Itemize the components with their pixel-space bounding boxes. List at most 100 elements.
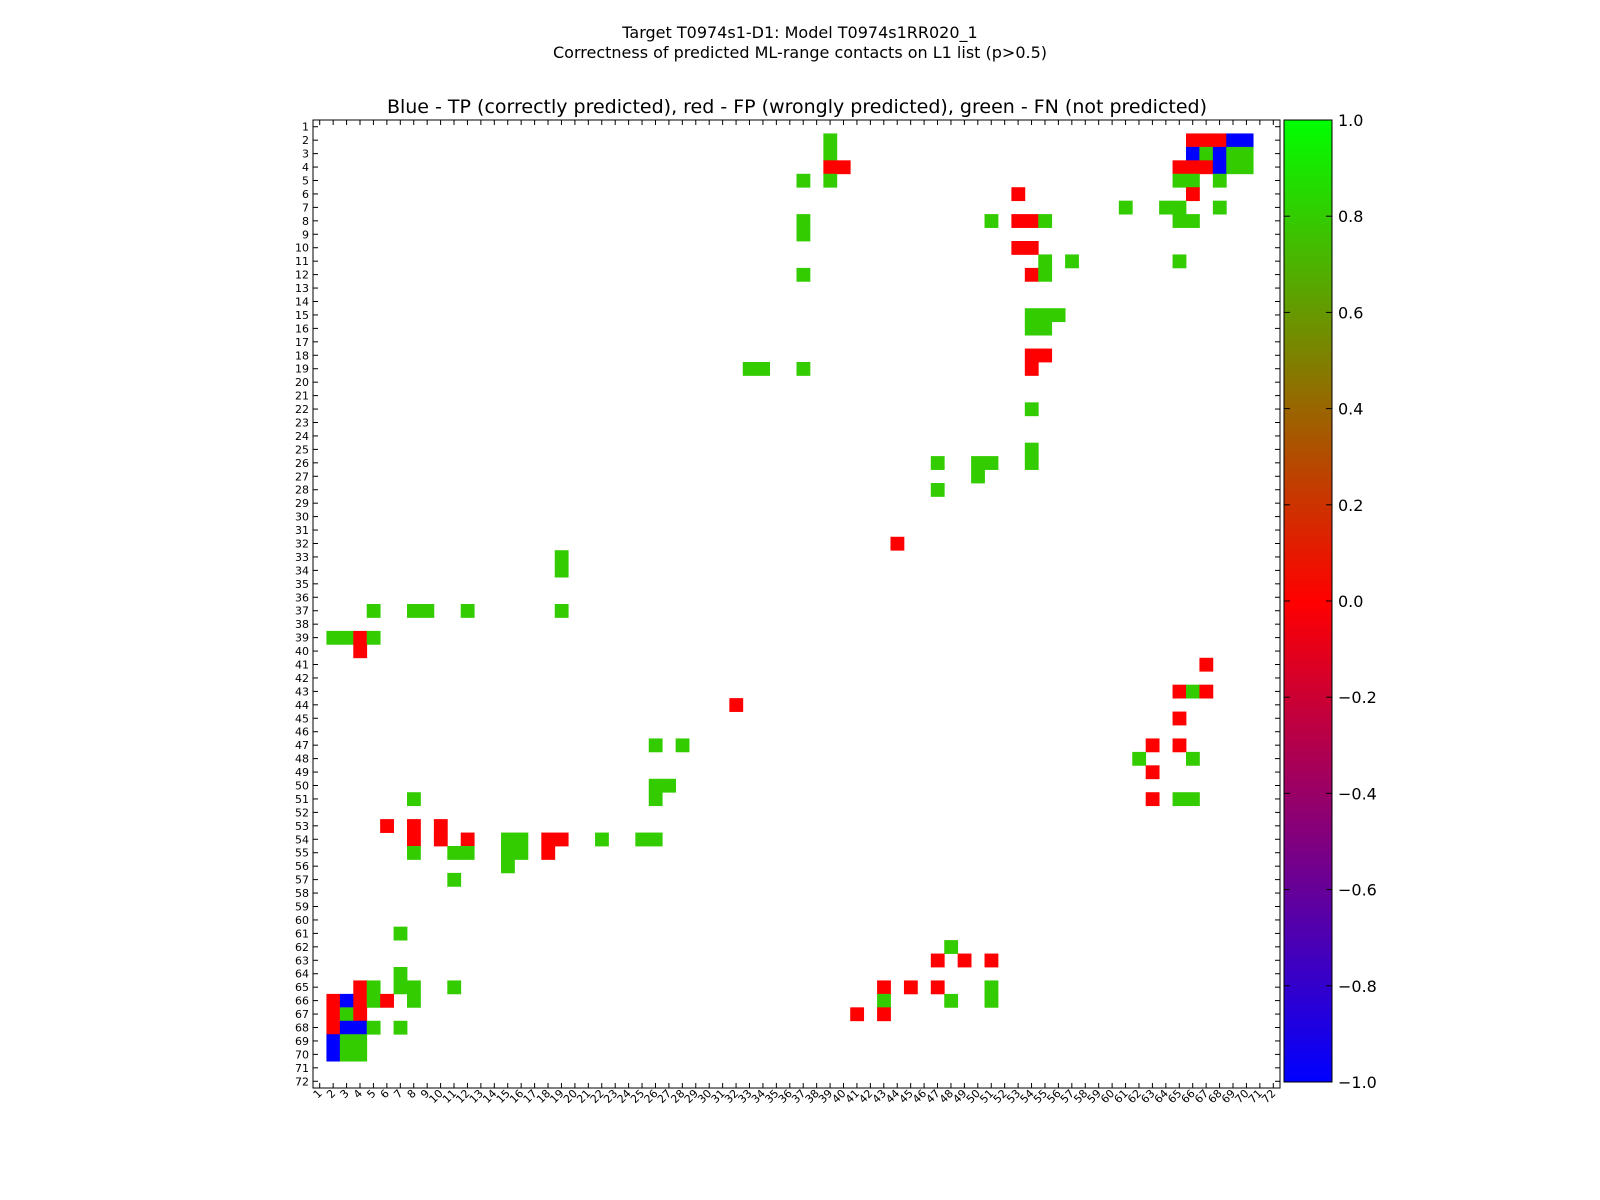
- contact-cell-fn-16-55: [1038, 321, 1053, 336]
- contact-cell-fn-51-66: [1185, 792, 1200, 807]
- contact-cell-fp-53-10: [433, 819, 448, 833]
- contact-cell-fn-26-50: [971, 456, 985, 470]
- contact-cell-fn-3-39: [823, 146, 838, 161]
- y-tick-label: 22: [295, 403, 309, 416]
- contact-cell-fn-69-3: [339, 1034, 354, 1049]
- y-tick-label: 32: [295, 538, 309, 551]
- contact-cell-fp-43-67: [1199, 684, 1214, 699]
- y-tick-label: 1: [302, 121, 309, 134]
- contact-cell-fn-25-54: [1024, 442, 1039, 457]
- y-tick-label: 26: [295, 457, 309, 470]
- contact-cell-fp-4-39: [823, 160, 838, 175]
- contact-cell-fn-70-4: [353, 1047, 368, 1062]
- contact-cell-fp-32-44: [890, 536, 905, 551]
- contact-cell-fn-9-37: [796, 227, 811, 242]
- y-tick-label: 10: [295, 242, 309, 255]
- y-tick-label: 20: [295, 376, 309, 389]
- contact-cell-fn-15-54: [1024, 308, 1039, 323]
- y-tick-label: 9: [302, 228, 309, 241]
- contact-cell-fn-55-15: [501, 846, 515, 860]
- contact-cell-fn-51-8: [407, 792, 421, 807]
- contact-cell-fn-56-15: [501, 859, 515, 874]
- x-tick-label: 5: [364, 1087, 378, 1101]
- contact-cell-fn-37-5: [366, 604, 381, 618]
- contact-cell-fp-68-2: [326, 1020, 341, 1035]
- y-tick-label: 19: [295, 363, 309, 376]
- x-tick-label: 7: [391, 1087, 405, 1101]
- contact-cell-fp-4-66: [1185, 160, 1200, 175]
- y-tick-label: 54: [295, 833, 309, 846]
- y-tick-label: 58: [295, 887, 309, 900]
- contact-cell-fn-11-57: [1065, 254, 1079, 269]
- contact-cell-fn-39-3: [339, 630, 354, 645]
- contact-cell-fp-65-45: [903, 980, 918, 995]
- y-tick-label: 60: [295, 914, 309, 927]
- y-tick-label: 31: [295, 524, 309, 537]
- contact-cell-fn-19-34: [756, 362, 771, 376]
- y-tick-label: 28: [295, 484, 309, 497]
- contact-cell-fn-22-54: [1024, 402, 1039, 417]
- y-tick-label: 44: [295, 699, 309, 712]
- contact-cell-fp-40-4: [353, 644, 368, 659]
- x-tick-label: 72: [1259, 1087, 1278, 1106]
- contact-cell-fn-65-8: [407, 980, 421, 995]
- contact-cell-fn-3-69: [1226, 146, 1241, 161]
- contact-cell-fp-66-6: [380, 993, 394, 1008]
- x-tick-label: 1: [311, 1087, 325, 1101]
- y-tick-label: 5: [302, 175, 309, 188]
- contact-cell-fp-6-53: [1011, 187, 1026, 202]
- contact-cell-fn-2-39: [823, 133, 838, 148]
- contact-cell-fp-51-63: [1145, 792, 1160, 807]
- colorbar-tick-label: 0.8: [1338, 207, 1363, 226]
- y-tick-label: 41: [295, 659, 309, 672]
- contact-cell-tp-68-3: [339, 1020, 354, 1035]
- contact-cell-fn-5-65: [1172, 173, 1187, 188]
- plot-frame: [312, 119, 1281, 1089]
- contact-cell-fp-12-54: [1024, 267, 1039, 282]
- contact-cell-fp-2-66: [1185, 133, 1200, 148]
- contact-cell-tp-2-70: [1239, 133, 1254, 148]
- contact-cell-fn-48-66: [1185, 751, 1200, 766]
- contact-cell-fp-19-54: [1024, 362, 1039, 376]
- contact-cell-fp-39-4: [353, 630, 368, 645]
- contact-cell-fn-55-16: [514, 846, 529, 860]
- contact-cell-tp-3-66: [1185, 146, 1200, 161]
- colorbar: [1283, 119, 1333, 1083]
- contact-cell-fn-50-27: [662, 778, 677, 793]
- figure-subtitle: Correctness of predicted ML-range contac…: [553, 43, 1047, 62]
- y-tick-label: 67: [295, 1008, 309, 1021]
- contact-cell-fp-65-47: [930, 980, 945, 995]
- contact-cell-fp-65-43: [877, 980, 891, 995]
- contact-cell-fn-7-65: [1172, 200, 1187, 215]
- y-tick-label: 27: [295, 470, 309, 483]
- contact-cell-fn-61-7: [393, 926, 408, 941]
- contact-cell-fn-12-37: [796, 267, 811, 282]
- y-tick-label: 64: [295, 968, 309, 981]
- colorbar-tick-label: −0.2: [1338, 688, 1377, 707]
- contact-cell-fp-10-54: [1024, 241, 1039, 255]
- y-tick-label: 63: [295, 954, 309, 967]
- contact-cell-fp-63-47: [930, 953, 945, 968]
- contact-cell-fn-28-47: [930, 483, 945, 497]
- contact-cells: [326, 133, 1254, 1062]
- contact-cell-fn-15-56: [1051, 308, 1066, 323]
- contact-cell-fp-8-54: [1024, 214, 1039, 228]
- contact-cell-fn-5-68: [1212, 173, 1227, 188]
- contact-cell-fn-4-69: [1226, 160, 1241, 175]
- contact-cell-fp-53-6: [380, 819, 394, 833]
- contact-cell-fn-39-2: [326, 630, 341, 645]
- y-tick-label: 11: [295, 255, 309, 268]
- y-tick-label: 38: [295, 618, 309, 631]
- contact-cell-fn-37-8: [407, 604, 421, 618]
- contact-cell-fn-51-26: [648, 792, 663, 807]
- contact-cell-fn-68-7: [393, 1020, 408, 1035]
- y-tick-label: 39: [295, 632, 309, 645]
- contact-cell-fn-65-51: [984, 980, 999, 995]
- y-tick-label: 50: [295, 780, 309, 793]
- contact-cell-fn-11-55: [1038, 254, 1053, 269]
- contact-cell-fn-55-8: [407, 846, 421, 860]
- y-tick-label: 42: [295, 672, 309, 685]
- contact-cell-tp-68-4: [353, 1020, 368, 1035]
- contact-cell-fp-4-67: [1199, 160, 1214, 175]
